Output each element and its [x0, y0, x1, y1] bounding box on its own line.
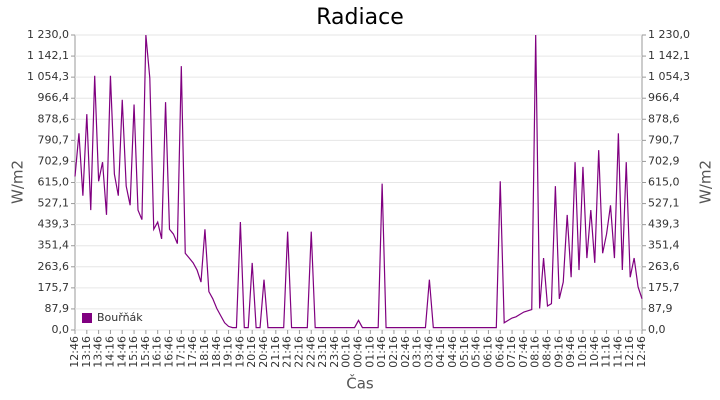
chart-title: Radiace: [316, 5, 403, 30]
x-tick-label: 19:16: [222, 336, 235, 368]
y-tick-label: 615,0: [38, 176, 70, 189]
x-tick-label: 05:46: [470, 336, 483, 368]
x-tick-label: 07:46: [517, 336, 530, 368]
x-tick-label: 16:16: [151, 336, 164, 368]
y-axis-title: W/m2: [9, 160, 27, 204]
x-tick-label: 09:46: [564, 336, 577, 368]
x-tick-label: 00:16: [340, 336, 353, 368]
y-tick-label: 351,4: [38, 239, 70, 252]
y2-tick-label: 263,6: [648, 260, 680, 273]
y2-tick-label: 702,9: [648, 154, 680, 167]
y2-axis-title: W/m2: [697, 160, 715, 204]
y-tick-label: 263,6: [38, 260, 70, 273]
x-axis-title: Čas: [346, 374, 374, 393]
x-tick-label: 23:46: [328, 336, 341, 368]
y2-tick-label: 966,4: [648, 91, 680, 104]
x-tick-label: 08:46: [541, 336, 554, 368]
x-tick-label: 06:46: [493, 336, 506, 368]
x-tick-label: 04:16: [434, 336, 447, 368]
x-tick-label: 16:46: [163, 336, 176, 368]
x-tick-label: 18:16: [198, 336, 211, 368]
y2-tick-label: 0,0: [648, 323, 666, 336]
y2-tick-label: 790,7: [648, 133, 680, 146]
x-tick-label: 05:16: [458, 336, 471, 368]
y-tick-label: 439,3: [38, 218, 70, 231]
x-tick-label: 20:46: [257, 336, 270, 368]
y2-tick-label: 615,0: [648, 176, 680, 189]
x-tick-label: 22:46: [304, 336, 317, 368]
y2-tick-label: 439,3: [648, 218, 680, 231]
x-tick-label: 09:16: [552, 336, 565, 368]
x-tick-label: 10:46: [588, 336, 601, 368]
x-tick-label: 17:16: [174, 336, 187, 368]
x-tick-label: 01:46: [375, 336, 388, 368]
y2-tick-label: 878,6: [648, 112, 680, 125]
y-tick-label: 1 142,1: [27, 49, 69, 62]
x-tick-label: 12:46: [68, 336, 81, 368]
x-tick-label: 14:46: [115, 336, 128, 368]
y-tick-label: 966,4: [38, 91, 70, 104]
x-tick-label: 22:16: [292, 336, 305, 368]
x-tick-label: 01:16: [363, 336, 376, 368]
x-tick-label: 03:16: [411, 336, 424, 368]
y2-tick-label: 87,9: [648, 302, 673, 315]
y-tick-label: 702,9: [38, 154, 70, 167]
x-tick-label: 06:16: [481, 336, 494, 368]
y2-tick-label: 1 142,1: [648, 49, 690, 62]
x-tick-label: 20:16: [245, 336, 258, 368]
y2-tick-label: 1 230,0: [648, 28, 690, 41]
x-tick-label: 02:16: [387, 336, 400, 368]
x-tick-label: 13:16: [80, 336, 93, 368]
y-tick-label: 87,9: [45, 302, 70, 315]
x-tick-label: 07:16: [505, 336, 518, 368]
x-tick-label: 10:16: [576, 336, 589, 368]
x-tick-label: 04:46: [446, 336, 459, 368]
y-tick-label: 1 230,0: [27, 28, 69, 41]
x-tick-label: 03:46: [422, 336, 435, 368]
y2-tick-label: 527,1: [648, 197, 680, 210]
x-tick-label: 12:16: [623, 336, 636, 368]
x-tick-label: 23:16: [316, 336, 329, 368]
y-tick-label: 790,7: [38, 133, 70, 146]
data-line: [74, 34, 643, 329]
y-tick-label: 0,0: [52, 323, 70, 336]
x-tick-label: 02:46: [399, 336, 412, 368]
x-tick-label: 18:46: [210, 336, 223, 368]
y-tick-label: 175,7: [38, 281, 70, 294]
y-tick-label: 878,6: [38, 112, 70, 125]
y-tick-label: 527,1: [38, 197, 70, 210]
x-tick-label: 15:46: [139, 336, 152, 368]
y2-tick-label: 1 054,3: [648, 70, 690, 83]
x-tick-label: 13:46: [92, 336, 105, 368]
x-tick-label: 12:46: [635, 336, 648, 368]
x-tick-label: 19:46: [233, 336, 246, 368]
x-tick-label: 21:46: [281, 336, 294, 368]
x-tick-label: 21:16: [269, 336, 282, 368]
x-tick-label: 15:16: [127, 336, 140, 368]
x-tick-label: 08:16: [529, 336, 542, 368]
x-tick-label: 14:16: [103, 336, 116, 368]
x-tick-label: 11:46: [611, 336, 624, 368]
legend-swatch: [82, 313, 92, 323]
y-tick-label: 1 054,3: [27, 70, 69, 83]
x-tick-label: 17:46: [186, 336, 199, 368]
x-tick-label: 11:16: [600, 336, 613, 368]
legend-label: Bouřňák: [97, 311, 143, 324]
y2-tick-label: 175,7: [648, 281, 680, 294]
x-tick-label: 00:46: [352, 336, 365, 368]
y2-tick-label: 351,4: [648, 239, 680, 252]
